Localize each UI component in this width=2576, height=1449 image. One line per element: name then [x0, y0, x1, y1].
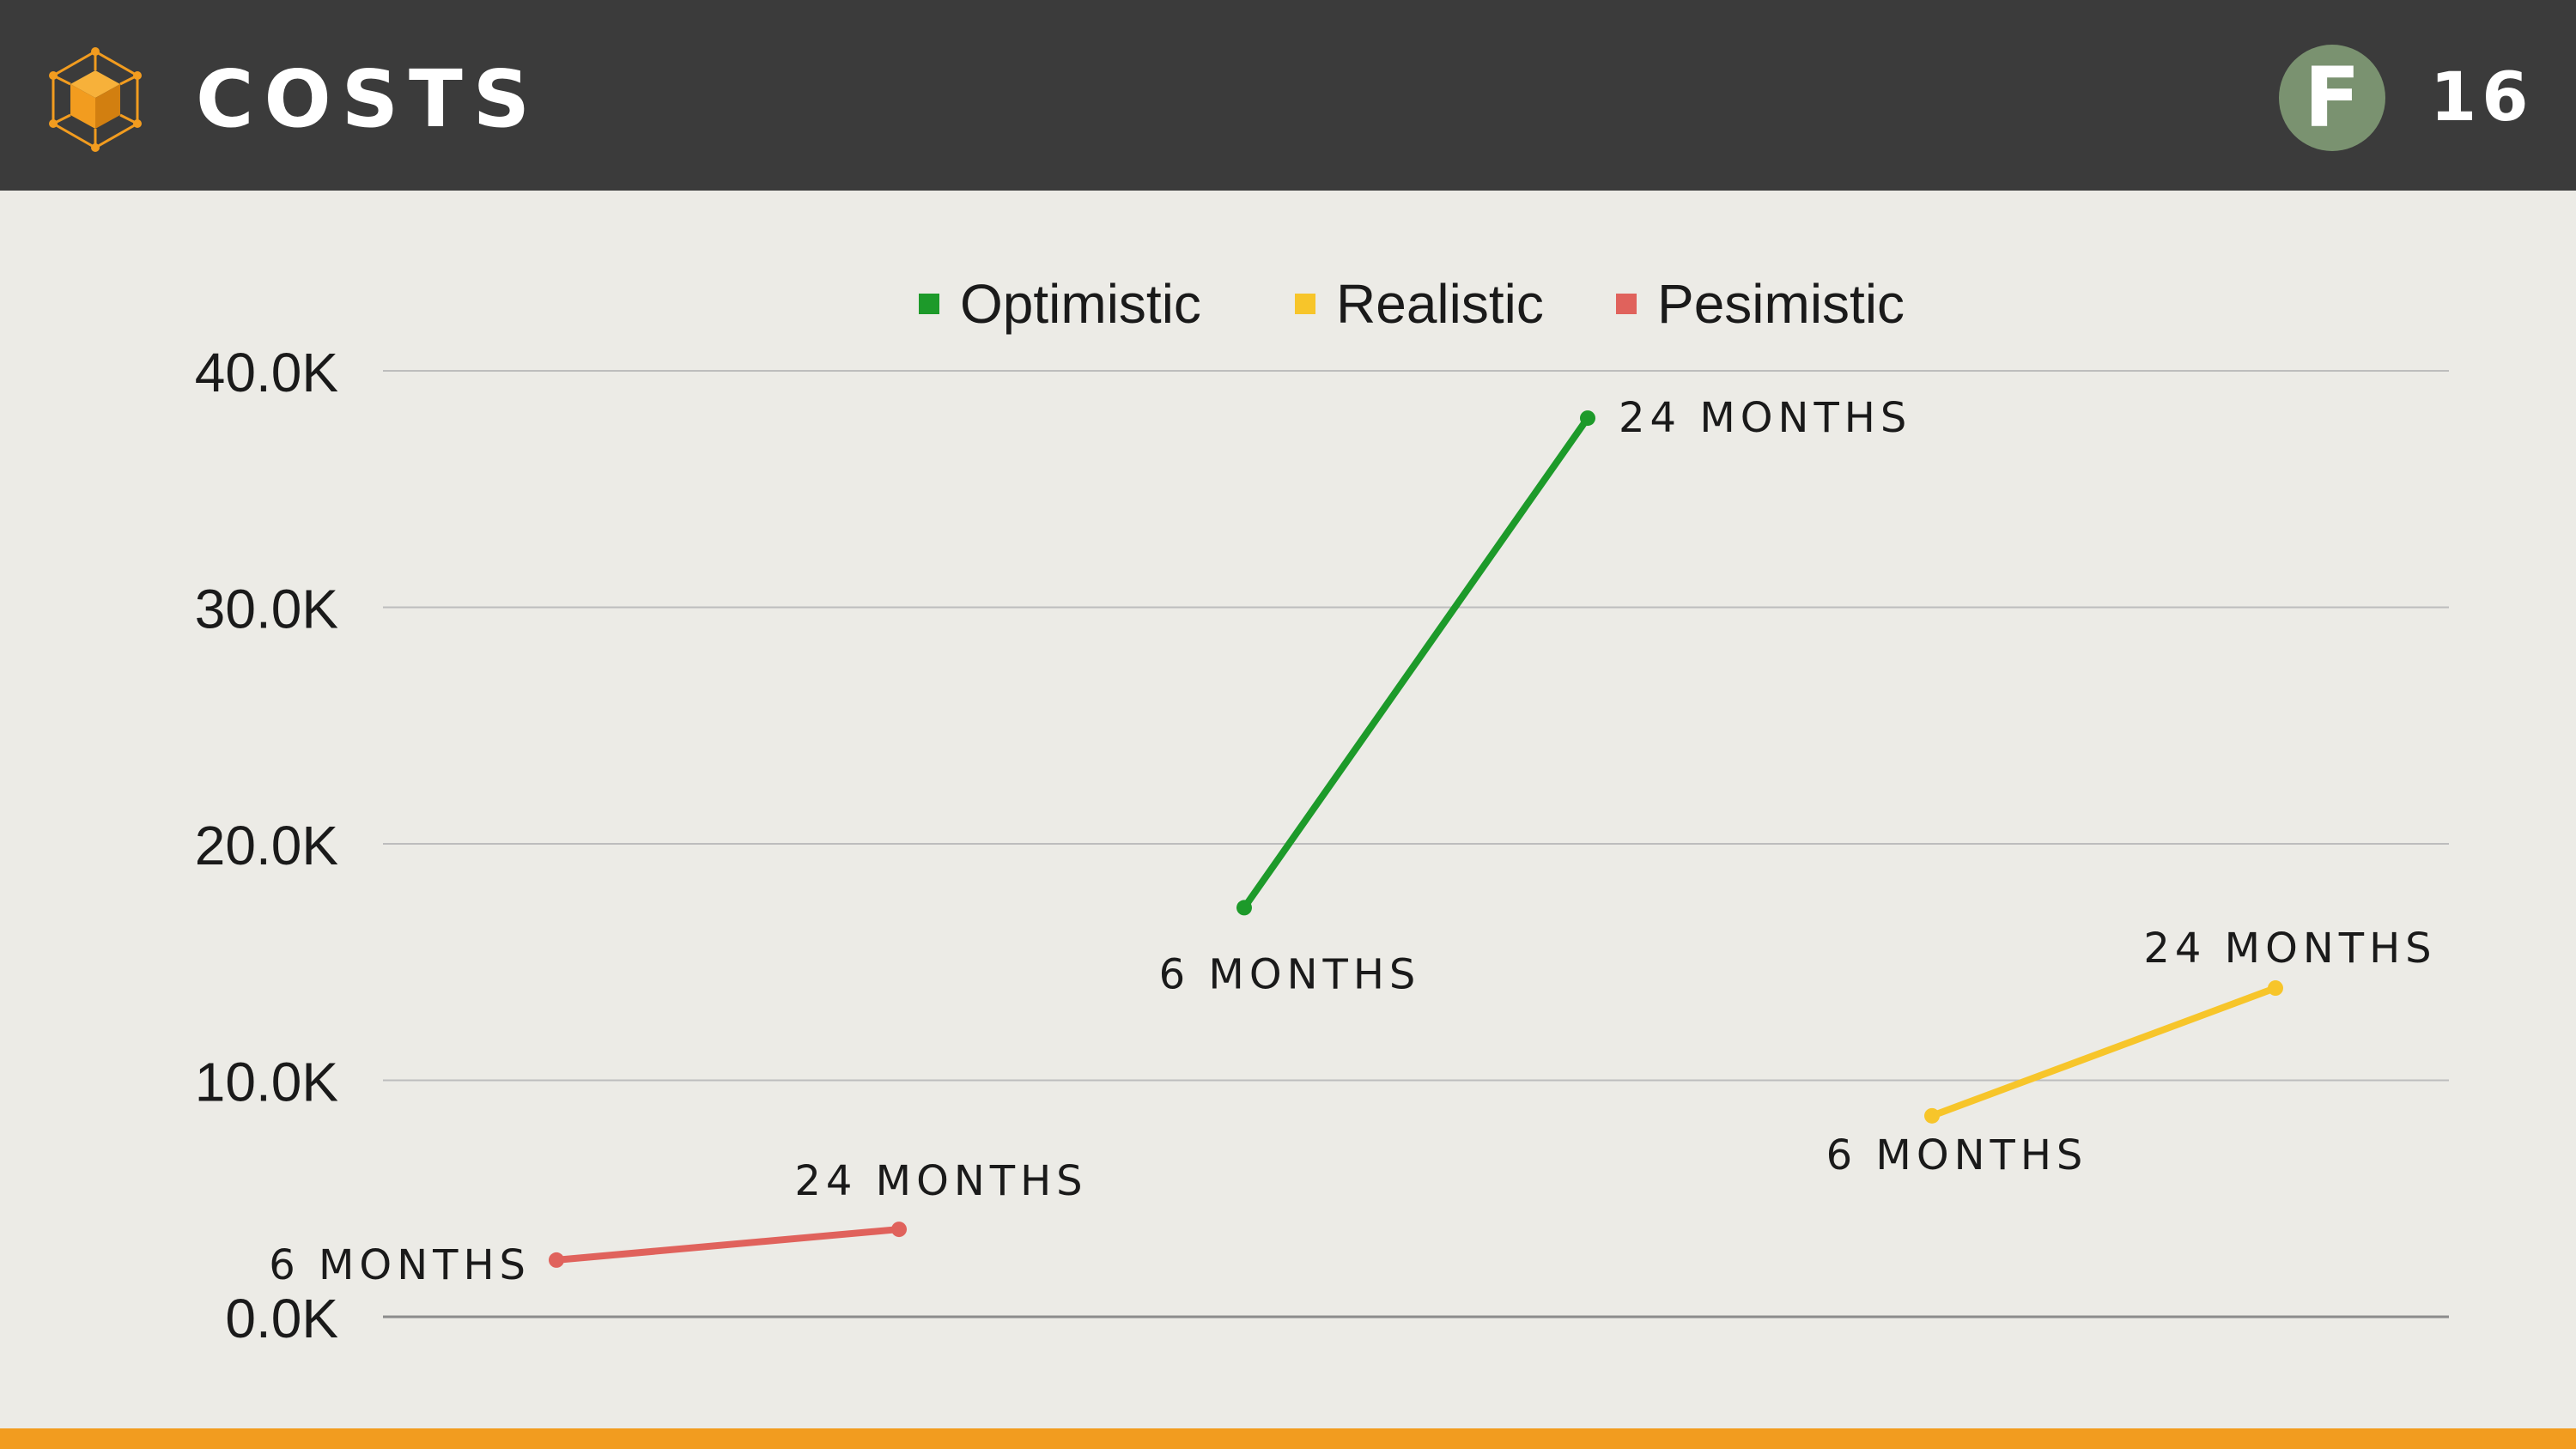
- legend-swatch-pesimistic: [1616, 294, 1637, 314]
- data-point-pesimistic: [549, 1252, 564, 1268]
- cube-network-icon: [49, 47, 142, 152]
- data-label: 24 MONTHS: [794, 1157, 1087, 1205]
- data-label: 6 MONTHS: [1159, 950, 1421, 998]
- footer-accent-bar: [0, 1428, 2576, 1449]
- data-point-realistic: [1924, 1107, 1940, 1124]
- y-tick-label: 0.0K: [225, 1288, 338, 1349]
- legend-swatch-realistic: [1295, 294, 1315, 314]
- y-tick-label: 30.0K: [195, 579, 338, 640]
- page-number: 16: [2430, 59, 2534, 136]
- data-point-realistic: [2268, 980, 2283, 997]
- header-bar: COSTS F 16: [0, 0, 2576, 191]
- y-tick-label: 40.0K: [195, 342, 338, 403]
- data-label: 24 MONTHS: [2143, 925, 2436, 973]
- data-point-pesimistic: [891, 1222, 907, 1238]
- series-line-realistic: [1929, 985, 2279, 1119]
- series-line-optimistic: [1241, 415, 1591, 912]
- page-title: COSTS: [196, 53, 541, 145]
- y-tick-label: 10.0K: [195, 1052, 338, 1113]
- y-tick-label: 20.0K: [195, 815, 338, 876]
- legend-label-pesimistic: Pesimistic: [1657, 273, 1905, 335]
- legend-label-optimistic: Optimistic: [960, 273, 1201, 335]
- data-point-optimistic: [1236, 900, 1252, 916]
- costs-line-chart: 0.0K 10.0K 20.0K 30.0K 40.0K 6 MONTHS 24 MONTH…: [195, 273, 2449, 1349]
- legend-swatch-optimistic: [919, 294, 939, 314]
- data-label: 24 MONTHS: [1619, 394, 1911, 442]
- data-label: 6 MONTHS: [1826, 1131, 2088, 1179]
- avatar-badge: F: [2279, 45, 2385, 151]
- data-point-optimistic: [1580, 410, 1595, 427]
- series-line-pesimistic: [553, 1226, 902, 1264]
- data-label: 6 MONTHS: [269, 1241, 531, 1289]
- legend-label-realistic: Realistic: [1336, 273, 1544, 335]
